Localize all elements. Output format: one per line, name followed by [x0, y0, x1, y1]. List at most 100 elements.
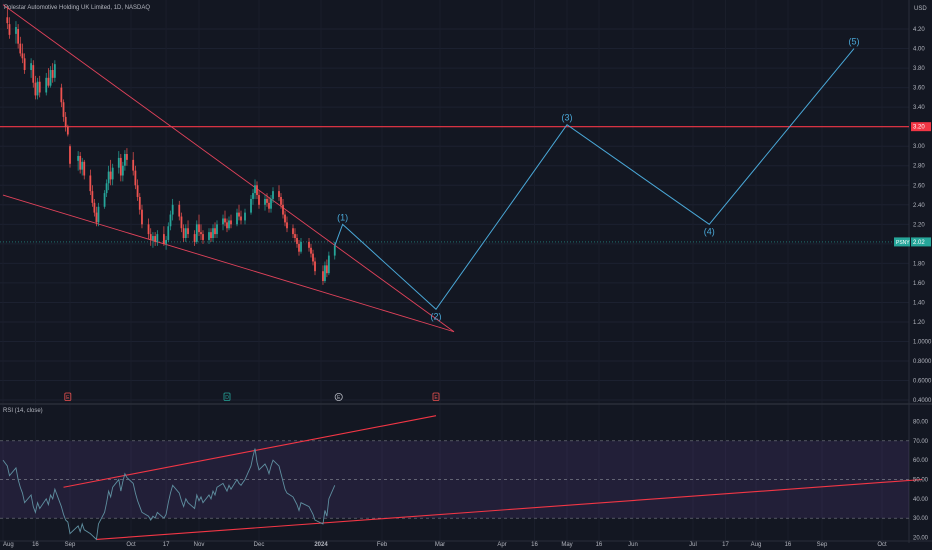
candle-body — [107, 171, 110, 184]
candle-body — [169, 214, 172, 227]
candle-body — [230, 220, 232, 225]
wave-projection-path — [334, 48, 855, 311]
event-marker-dividend — [334, 392, 343, 401]
candle-body — [214, 228, 216, 235]
wave-label-2: (2) — [431, 311, 442, 321]
candle-body — [77, 155, 80, 161]
candle-body — [256, 185, 258, 196]
candle-body — [202, 234, 204, 240]
candle-body — [292, 228, 294, 235]
candle-body — [324, 265, 326, 281]
candle-body — [17, 29, 20, 44]
candle-body — [184, 228, 187, 239]
rsi-band-fill — [0, 440, 909, 519]
wave-label-3: (3) — [562, 113, 573, 123]
rsi-line — [2, 448, 336, 541]
candle-body — [147, 224, 150, 235]
candle-body — [119, 157, 122, 176]
candle-body — [212, 228, 214, 239]
event-marker-label: E — [337, 395, 341, 401]
candle-body — [294, 234, 296, 239]
candle-body — [244, 212, 246, 221]
rsi-trendline — [96, 478, 923, 540]
candle-body — [264, 198, 266, 205]
candle-body — [165, 239, 167, 244]
resistance-price-label: 3.20 — [913, 125, 925, 131]
price-axis[interactable]: 4.20 4.00 3.80 3.60 3.40 3.20 3.00 2.80 2.60 2.40… — [894, 27, 932, 404]
candle-body — [93, 202, 96, 213]
candle-body — [124, 154, 126, 166]
candle-body — [95, 212, 98, 223]
candle-body — [156, 234, 159, 242]
event-marker-label: E — [434, 395, 438, 401]
rsi-tick-label: 30.00 — [913, 516, 929, 522]
time-tick-label: 17 — [163, 542, 170, 548]
time-tick-label: May — [561, 542, 572, 548]
candle-body — [167, 226, 170, 240]
time-axis[interactable]: Aug 16 Sep Oct 17 Nov Dec 2024 Feb Mar Apr 16 May 16 J… — [3, 542, 887, 548]
candle-body — [266, 198, 268, 203]
candle-body — [187, 228, 189, 235]
candle-body — [210, 232, 212, 239]
current-price-tag — [911, 237, 931, 247]
time-tick-label: 16 — [785, 542, 792, 548]
rsi-tick-label: 60.00 — [913, 458, 929, 464]
price-tick-label: 2.80 — [913, 164, 925, 170]
time-tick-label: Nov — [194, 542, 205, 548]
wave-label-1: (1) — [337, 212, 348, 222]
candle-body — [62, 102, 65, 117]
candle-body — [226, 222, 228, 229]
candle-body — [322, 271, 324, 281]
chart-title: Polestar Automotive Holding UK Limited, … — [4, 5, 150, 11]
price-tick-label: 1.0000 — [913, 340, 932, 346]
time-tick-label: Oct — [126, 542, 136, 548]
candle-body — [36, 81, 39, 96]
candle-body — [83, 161, 86, 176]
rsi-tick-label: 50.00 — [913, 478, 929, 484]
wedge-trendline-lower — [2, 194, 455, 333]
time-tick-label: Aug — [751, 542, 762, 548]
candle-body — [268, 202, 270, 209]
rsi-axis[interactable]: 80.00 70.00 60.00 50.00 40.00 30.00 20.00 — [913, 420, 929, 542]
time-tick-label: 16 — [531, 542, 538, 548]
candle-body — [109, 171, 112, 180]
time-tick-label: Jul — [689, 542, 697, 548]
rsi-tick-label: 70.00 — [913, 439, 929, 445]
price-tick-label: 2.60 — [913, 183, 925, 189]
time-tick-label: Apr — [497, 542, 506, 548]
time-tick-label: 16 — [32, 542, 39, 548]
candle-body — [326, 265, 328, 274]
resistance-price-tag — [911, 122, 931, 132]
candle-body — [270, 198, 272, 209]
rsi-series — [2, 448, 336, 541]
candle-body — [154, 236, 157, 242]
candle-body — [53, 64, 56, 78]
price-tick-label: 3.00 — [913, 144, 925, 150]
price-tick-label: 4.00 — [913, 47, 925, 53]
rsi-tick-label: 20.00 — [913, 536, 929, 542]
candle-body — [284, 214, 286, 223]
candle-body — [252, 193, 254, 199]
candle-body — [134, 170, 137, 186]
candle-body — [149, 234, 152, 240]
candle-body — [79, 155, 82, 170]
candle-body — [238, 212, 240, 217]
candle-body — [222, 218, 224, 225]
candle-series — [6, 5, 336, 285]
price-tick-label: 0.8000 — [913, 359, 932, 365]
candle-body — [6, 17, 9, 24]
price-tick-label: 3.60 — [913, 86, 925, 92]
candle-body — [282, 204, 284, 215]
candle-body — [178, 204, 181, 217]
price-tick-label: 1.40 — [913, 300, 925, 306]
price-tick-label: 1.60 — [913, 281, 925, 287]
candle-body — [298, 243, 300, 252]
rsi-tick-label: 40.00 — [913, 497, 929, 503]
candle-body — [103, 193, 106, 207]
candle-body — [66, 126, 69, 135]
time-tick-label: Mar — [435, 542, 445, 548]
candle-body — [327, 255, 330, 274]
candle-body — [278, 191, 280, 197]
candle-body — [308, 241, 310, 248]
